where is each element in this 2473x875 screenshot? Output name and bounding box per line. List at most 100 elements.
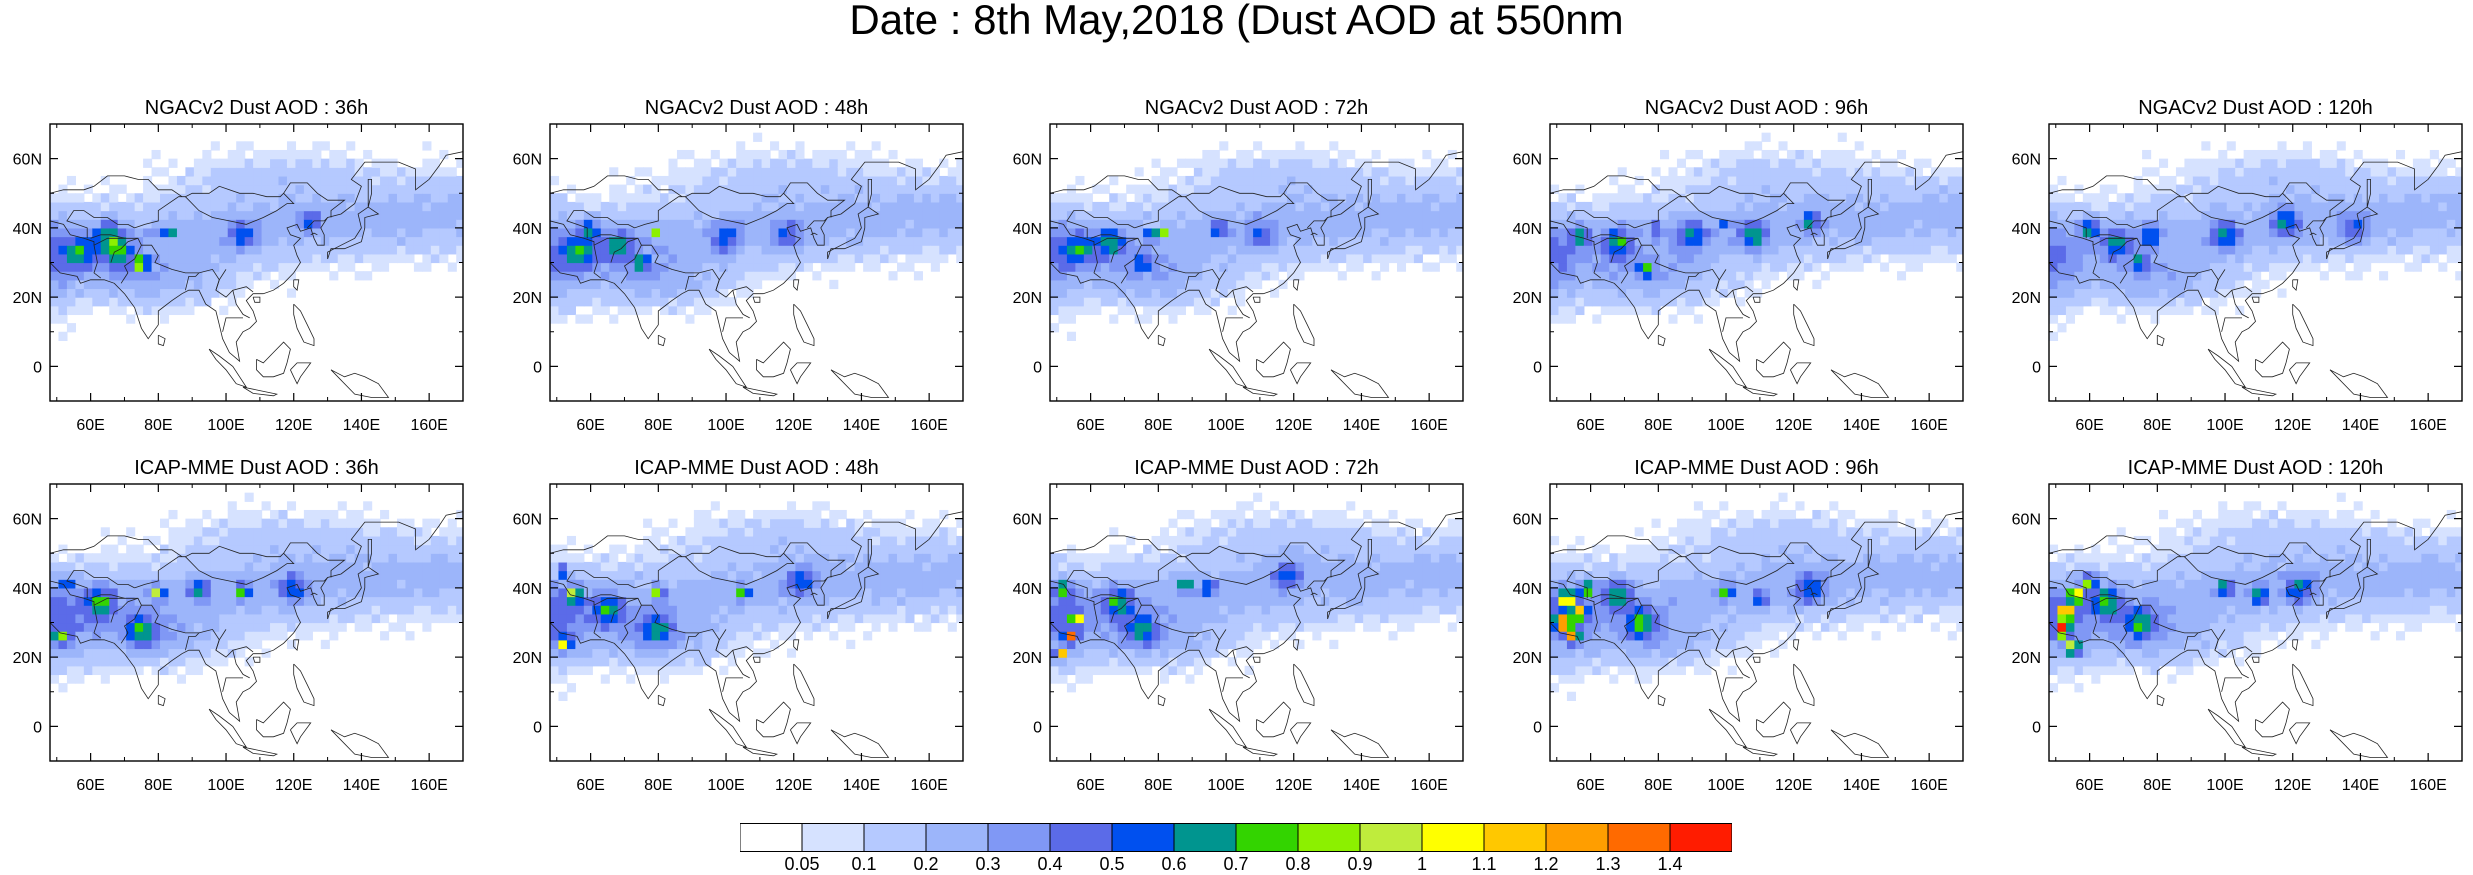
lon-tick-label: 100E bbox=[207, 777, 244, 794]
lat-tick-label: 0 bbox=[1533, 719, 1542, 736]
lon-tick-label: 60E bbox=[576, 777, 604, 794]
lon-tick-label: 120E bbox=[2274, 417, 2311, 434]
lon-tick-label: 100E bbox=[207, 417, 244, 434]
lon-tick-label: 80E bbox=[1144, 417, 1172, 434]
lon-tick-label: 80E bbox=[2143, 777, 2171, 794]
lon-tick-label: 160E bbox=[1910, 777, 1947, 794]
lon-tick-label: 120E bbox=[1775, 777, 1812, 794]
map-panels-grid: 60E 80E 100E 120E 140E 160E 0 20N 40N 60N NGACv2 D… bbox=[0, 0, 2473, 800]
lat-tick-label: 0 bbox=[2032, 719, 2041, 736]
lon-tick-label: 100E bbox=[1707, 777, 1744, 794]
lat-tick-label: 20N bbox=[13, 290, 42, 307]
lon-tick-label: 140E bbox=[343, 417, 380, 434]
lon-tick-label: 80E bbox=[2143, 417, 2171, 434]
lon-tick-label: 60E bbox=[1576, 417, 1604, 434]
lon-tick-label: 60E bbox=[76, 777, 104, 794]
colorbar-swatch bbox=[1608, 824, 1670, 852]
colorbar-swatch bbox=[1050, 824, 1112, 852]
lon-tick-label: 60E bbox=[1076, 417, 1104, 434]
lat-tick-label: 60N bbox=[1013, 512, 1042, 529]
panel-title: ICAP-MME Dust AOD : 72h bbox=[1134, 457, 1379, 479]
panel-title: NGACv2 Dust AOD : 72h bbox=[1145, 97, 1368, 119]
colorbar-label: 0.05 bbox=[784, 854, 819, 875]
lat-tick-label: 0 bbox=[1033, 359, 1042, 376]
panel-title: ICAP-MME Dust AOD : 120h bbox=[2128, 457, 2384, 479]
lat-tick-label: 60N bbox=[513, 152, 542, 169]
panel-title: NGACv2 Dust AOD : 48h bbox=[645, 97, 868, 119]
colorbar-swatch bbox=[1298, 824, 1360, 852]
lon-tick-label: 80E bbox=[1644, 417, 1672, 434]
colorbar-swatch bbox=[1174, 824, 1236, 852]
lat-tick-label: 40N bbox=[2012, 221, 2041, 238]
colorbar-swatch bbox=[1360, 824, 1422, 852]
lon-tick-label: 160E bbox=[410, 777, 447, 794]
colorbar bbox=[740, 823, 1732, 852]
colorbar-label: 0.4 bbox=[1037, 854, 1062, 875]
lon-tick-label: 120E bbox=[775, 417, 812, 434]
lat-tick-label: 20N bbox=[2012, 650, 2041, 667]
panel-title: NGACv2 Dust AOD : 120h bbox=[2138, 97, 2373, 119]
lon-tick-label: 160E bbox=[1410, 777, 1447, 794]
colorbar-label: 0.9 bbox=[1347, 854, 1372, 875]
lon-tick-label: 60E bbox=[76, 417, 104, 434]
lon-tick-label: 120E bbox=[2274, 777, 2311, 794]
lat-tick-label: 40N bbox=[1513, 581, 1542, 598]
colorbar-swatch bbox=[1112, 824, 1174, 852]
lon-tick-label: 80E bbox=[644, 417, 672, 434]
colorbar-label: 1.1 bbox=[1471, 854, 1496, 875]
lon-tick-label: 160E bbox=[410, 417, 447, 434]
panel-title: ICAP-MME Dust AOD : 96h bbox=[1634, 457, 1879, 479]
panel-title: NGACv2 Dust AOD : 96h bbox=[1645, 97, 1868, 119]
colorbar-label: 1.2 bbox=[1533, 854, 1558, 875]
colorbar-swatch bbox=[1484, 824, 1546, 852]
lon-tick-label: 80E bbox=[144, 777, 172, 794]
colorbar-label: 0.5 bbox=[1099, 854, 1124, 875]
lon-tick-label: 120E bbox=[775, 777, 812, 794]
lon-tick-label: 120E bbox=[275, 417, 312, 434]
lat-tick-label: 0 bbox=[1033, 719, 1042, 736]
lat-tick-label: 60N bbox=[13, 152, 42, 169]
lon-tick-label: 100E bbox=[707, 777, 744, 794]
panel-title: NGACv2 Dust AOD : 36h bbox=[145, 97, 368, 119]
lon-tick-label: 60E bbox=[1076, 777, 1104, 794]
colorbar-swatch bbox=[926, 824, 988, 852]
colorbar-label: 1 bbox=[1417, 854, 1427, 875]
lon-tick-label: 100E bbox=[1707, 417, 1744, 434]
lat-tick-label: 60N bbox=[13, 512, 42, 529]
colorbar-swatch bbox=[864, 824, 926, 852]
lat-tick-label: 40N bbox=[513, 581, 542, 598]
lon-tick-label: 140E bbox=[2342, 417, 2379, 434]
lon-tick-label: 140E bbox=[1343, 777, 1380, 794]
lat-tick-label: 20N bbox=[13, 650, 42, 667]
aod-field bbox=[2049, 141, 2464, 341]
colorbar-swatch bbox=[1670, 824, 1732, 852]
lat-tick-label: 0 bbox=[533, 719, 542, 736]
lat-tick-label: 0 bbox=[1533, 359, 1542, 376]
colorbar-label: 0.2 bbox=[913, 854, 938, 875]
lat-tick-label: 40N bbox=[513, 221, 542, 238]
colorbar-swatch bbox=[1422, 824, 1484, 852]
lon-tick-label: 80E bbox=[1144, 777, 1172, 794]
colorbar-label: 0.3 bbox=[975, 854, 1000, 875]
lat-tick-label: 20N bbox=[513, 290, 542, 307]
lon-tick-label: 160E bbox=[1410, 417, 1447, 434]
lat-tick-label: 40N bbox=[13, 221, 42, 238]
lon-tick-label: 100E bbox=[2206, 417, 2243, 434]
colorbar-label: 1.3 bbox=[1595, 854, 1620, 875]
lon-tick-label: 120E bbox=[1275, 417, 1312, 434]
lon-tick-label: 80E bbox=[644, 777, 672, 794]
lat-tick-label: 20N bbox=[2012, 290, 2041, 307]
aod-field bbox=[1050, 141, 1465, 341]
aod-field bbox=[550, 501, 965, 701]
lat-tick-label: 40N bbox=[13, 581, 42, 598]
lon-tick-label: 120E bbox=[275, 777, 312, 794]
colorbar-swatch bbox=[1236, 824, 1298, 852]
lon-tick-label: 120E bbox=[1275, 777, 1312, 794]
